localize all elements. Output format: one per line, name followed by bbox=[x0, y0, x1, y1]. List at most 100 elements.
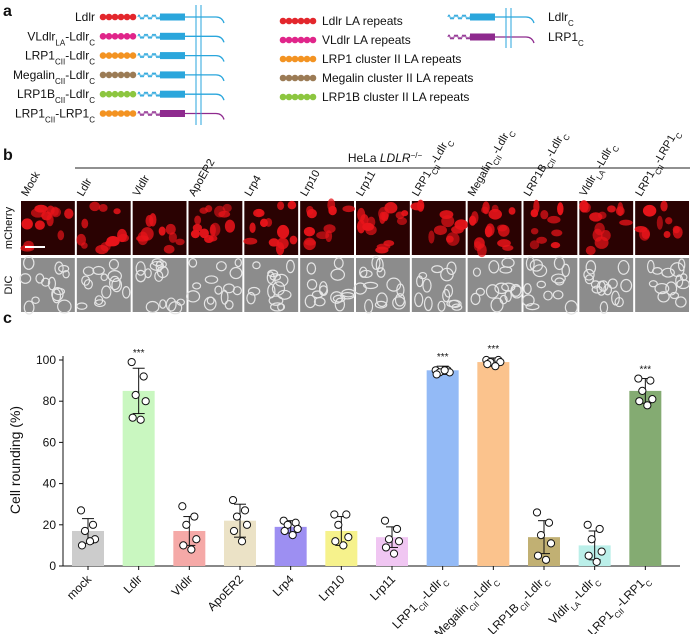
data-point bbox=[541, 555, 551, 564]
cell bbox=[561, 263, 571, 278]
cell bbox=[64, 208, 74, 219]
cell bbox=[334, 297, 346, 312]
text-part: C bbox=[446, 139, 457, 149]
beta-propeller bbox=[160, 71, 185, 79]
cell bbox=[252, 261, 261, 270]
cell bbox=[418, 271, 428, 280]
significance: *** bbox=[437, 352, 449, 363]
data-point bbox=[128, 413, 137, 422]
text-part: C bbox=[561, 132, 572, 142]
construct-name: LRP1CII-LRP1C bbox=[15, 107, 95, 125]
cytoplasmic-tail bbox=[525, 16, 535, 24]
la-repeat bbox=[303, 36, 311, 44]
la-repeat bbox=[297, 93, 305, 101]
cytoplasmic-tail bbox=[215, 74, 225, 82]
cell bbox=[660, 200, 668, 212]
cell bbox=[488, 208, 502, 220]
y-tick-label: 80 bbox=[43, 394, 57, 408]
data-point bbox=[584, 551, 593, 560]
text-part: -Ldlr bbox=[570, 576, 597, 603]
cell bbox=[614, 296, 624, 308]
cell bbox=[552, 290, 564, 300]
data-point bbox=[190, 512, 199, 521]
cell bbox=[550, 242, 561, 249]
cell bbox=[246, 291, 256, 305]
cell bbox=[340, 292, 355, 300]
x-tick-label: Ldlr bbox=[121, 572, 145, 596]
significance: *** bbox=[639, 365, 651, 376]
data-point bbox=[127, 357, 136, 367]
cell bbox=[529, 240, 540, 250]
data-point bbox=[595, 524, 604, 534]
cell bbox=[318, 285, 329, 297]
cell bbox=[105, 239, 115, 247]
cell bbox=[581, 202, 591, 213]
beta-propeller bbox=[160, 32, 185, 40]
text-part: VLdlr bbox=[27, 29, 55, 43]
data-point bbox=[536, 531, 546, 540]
cell bbox=[642, 204, 657, 217]
cell bbox=[392, 296, 406, 310]
text-part: -Ldlr bbox=[418, 576, 445, 603]
cell bbox=[342, 205, 356, 213]
cell bbox=[267, 269, 279, 278]
y-tick-label: 60 bbox=[43, 435, 57, 449]
cell bbox=[155, 260, 163, 272]
la-repeat bbox=[297, 55, 305, 63]
cell bbox=[249, 222, 256, 234]
data-point bbox=[389, 549, 399, 558]
cell bbox=[374, 300, 388, 309]
cell bbox=[543, 290, 553, 301]
cell bbox=[446, 235, 454, 243]
beta-propeller bbox=[160, 90, 185, 98]
la-repeat bbox=[285, 17, 293, 25]
cell bbox=[554, 277, 565, 286]
cell bbox=[416, 199, 425, 212]
text-part: LRP1B bbox=[17, 87, 55, 101]
cell bbox=[271, 281, 286, 296]
cell bbox=[21, 218, 33, 230]
cell bbox=[264, 217, 273, 227]
cell bbox=[277, 224, 290, 239]
cell bbox=[194, 215, 202, 225]
text-part: Vldlr bbox=[546, 600, 573, 627]
la-repeat bbox=[297, 36, 305, 44]
cell bbox=[209, 224, 216, 237]
cell bbox=[330, 268, 346, 281]
cell bbox=[306, 279, 318, 290]
cell bbox=[502, 244, 514, 251]
text-part: C bbox=[89, 96, 95, 105]
cell bbox=[51, 287, 64, 302]
la-repeat bbox=[279, 17, 287, 25]
text-part: C bbox=[643, 578, 654, 589]
bar bbox=[629, 390, 662, 566]
la-repeat bbox=[105, 71, 113, 79]
cell bbox=[540, 209, 549, 220]
cell bbox=[499, 294, 508, 305]
cell bbox=[229, 266, 243, 280]
data-point bbox=[85, 537, 95, 546]
cell bbox=[98, 204, 108, 212]
la-repeat bbox=[291, 55, 299, 63]
cell bbox=[443, 284, 454, 298]
data-point bbox=[179, 541, 188, 550]
cell bbox=[564, 300, 578, 315]
cell bbox=[617, 259, 630, 275]
la-repeat bbox=[105, 33, 113, 40]
la-repeat bbox=[309, 74, 317, 82]
cell bbox=[607, 205, 616, 213]
text-part: C bbox=[89, 76, 95, 85]
text-part: C bbox=[610, 144, 621, 154]
cell bbox=[594, 236, 609, 249]
cell bbox=[234, 258, 242, 268]
text-part: C bbox=[89, 38, 95, 47]
data-point bbox=[583, 520, 592, 529]
cell bbox=[35, 273, 45, 284]
cell bbox=[95, 244, 109, 255]
text-part: CII bbox=[429, 163, 442, 176]
cell bbox=[51, 206, 59, 217]
la-repeat bbox=[129, 52, 137, 59]
text-part: -LRP1 bbox=[652, 133, 678, 166]
cell bbox=[306, 262, 317, 275]
column-label: ApoER2 bbox=[187, 157, 218, 198]
